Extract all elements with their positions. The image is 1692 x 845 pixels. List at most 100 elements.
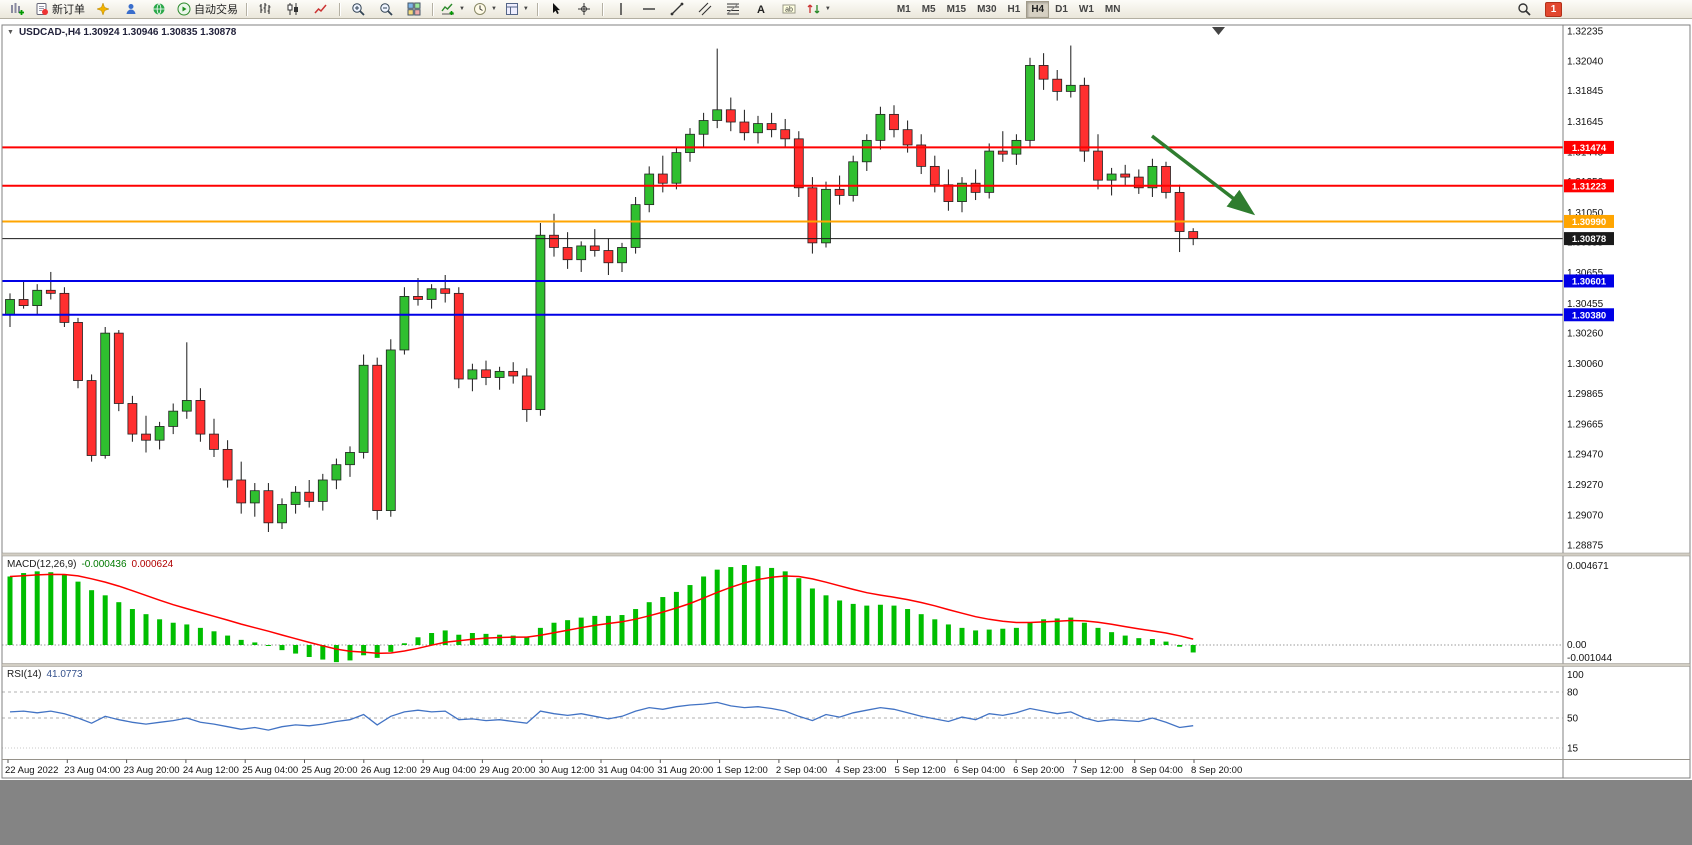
mql-wizard-button[interactable] — [90, 0, 116, 19]
candle-body — [916, 144, 927, 167]
hline-icon — [642, 8, 655, 10]
text-label-button[interactable]: ab — [776, 0, 802, 19]
timeframe-button-d1[interactable]: D1 — [1055, 3, 1068, 15]
timeframe-button-m1[interactable]: M1 — [896, 3, 911, 15]
zoom-out-button[interactable] — [373, 0, 399, 19]
macd-bar — [293, 645, 299, 654]
vertical-line-button[interactable] — [608, 0, 634, 19]
rsi-axis-label: 80 — [1567, 688, 1579, 699]
rsi-axis-label: 50 — [1567, 714, 1579, 725]
timeframe-button-h4[interactable]: H4 — [1026, 0, 1050, 18]
trendline-button[interactable] — [664, 0, 690, 19]
macd-bar — [225, 635, 231, 645]
rsi-value: 41.0773 — [46, 669, 83, 680]
candle-body — [780, 129, 791, 140]
notification-badge[interactable]: 1 — [1545, 1, 1562, 17]
macd-bar — [1013, 627, 1019, 645]
price-axis-label: 1.28875 — [1567, 541, 1604, 552]
indicators-button[interactable]: ▼ — [438, 0, 468, 19]
macd-bar — [945, 624, 951, 645]
chart-canvas[interactable]: 0.004671 0.00 -0.001044 100 80 50 15 1.32235 1.3… — [0, 19, 1692, 845]
market-button[interactable] — [118, 0, 144, 19]
rsi-panel-area[interactable] — [2, 667, 1563, 760]
macd-bar — [1000, 628, 1006, 645]
trend-arrow-object[interactable] — [1150, 134, 1256, 216]
tile-windows-button[interactable] — [401, 0, 427, 19]
autotrading-button[interactable]: 自动交易 — [174, 0, 241, 19]
candle-body — [549, 234, 559, 248]
search-button[interactable] — [1511, 0, 1537, 19]
timeframe-button-w1[interactable]: W1 — [1078, 3, 1094, 15]
new-order-button-label: 新订单 — [52, 4, 85, 16]
time-axis-label: 25 Aug 20:00 — [302, 765, 358, 776]
trend-icon — [670, 2, 684, 16]
candle-body — [154, 426, 165, 441]
panel-splitter[interactable] — [1, 663, 1691, 667]
timeframe-button-m30[interactable]: M30 — [977, 3, 997, 15]
timeframe-button-h1[interactable]: H1 — [1007, 3, 1021, 15]
panel-splitter[interactable] — [1, 552, 1691, 557]
timeframe-button-mn[interactable]: MN — [1104, 3, 1121, 15]
macd-bar — [877, 604, 883, 645]
chart-shift-marker[interactable] — [1212, 27, 1225, 35]
line-chart-button[interactable] — [308, 0, 334, 19]
candle-body — [1038, 65, 1049, 80]
price-tag — [1564, 308, 1614, 322]
macd-bar — [129, 609, 135, 645]
price-tag — [1564, 140, 1614, 154]
time-axis-label: 31 Aug 04:00 — [598, 765, 654, 776]
text-button[interactable]: A — [748, 0, 774, 19]
candle-body — [562, 247, 573, 261]
price-axis-label: 1.30455 — [1567, 299, 1604, 310]
price-axis-scale-area[interactable] — [1564, 25, 1691, 778]
main-chart-plot-area[interactable] — [2, 25, 1563, 553]
collapse-chart-icon[interactable]: ▼ — [7, 29, 14, 36]
candle-body — [32, 289, 43, 306]
macd-bar — [1095, 627, 1101, 645]
periods-button[interactable]: ▼ — [470, 0, 500, 19]
crosshair-button[interactable] — [571, 0, 597, 19]
candle-body — [304, 491, 315, 502]
timeframe-button-m5[interactable]: M5 — [921, 3, 936, 15]
templates-button[interactable]: ▼ — [502, 0, 532, 19]
candle-body — [821, 188, 831, 244]
vline-icon — [620, 3, 622, 15]
candle-body — [209, 433, 219, 450]
community-button[interactable] — [146, 0, 172, 19]
price-tag-label: 1.30878 — [1572, 234, 1606, 245]
new-chart-button[interactable] — [4, 0, 30, 19]
candle-body — [440, 288, 451, 294]
svg-text:A: A — [757, 4, 765, 16]
time-axis-scale-area[interactable] — [2, 761, 1563, 779]
candle-body — [181, 400, 192, 412]
price-axis-label: 1.30655 — [1567, 268, 1604, 279]
zoomin-icon — [352, 3, 365, 16]
macd-bar — [673, 591, 679, 645]
svg-text:ab: ab — [785, 7, 793, 14]
fibonacci-button[interactable] — [720, 0, 746, 19]
equidistant-channel-button[interactable] — [692, 0, 718, 19]
horizontal-line-button[interactable] — [636, 0, 662, 19]
price-axis-label: 1.30260 — [1567, 329, 1604, 340]
toolbar-right-group: 1 — [1511, 0, 1562, 19]
macd-bar — [184, 624, 190, 645]
candlestick-chart-button[interactable] — [280, 0, 306, 19]
macd-bar — [551, 622, 557, 645]
macd-axis-label: -0.001044 — [1567, 653, 1612, 664]
candle-body — [277, 504, 287, 524]
zoom-in-button[interactable] — [345, 0, 371, 19]
macd-bar — [238, 639, 244, 645]
candle-body — [263, 490, 274, 524]
arrows-button[interactable]: ▼ — [804, 0, 834, 19]
candle-body — [100, 332, 111, 456]
cursor-button[interactable] — [543, 0, 569, 19]
tile-icon — [407, 2, 421, 16]
bar-chart-button[interactable] — [252, 0, 278, 19]
new-order-button[interactable]: 新订单 — [32, 0, 88, 19]
macd-bar — [388, 645, 394, 652]
macd-panel-area[interactable] — [2, 556, 1563, 664]
timeframe-button-m15[interactable]: M15 — [946, 3, 967, 15]
macd-bar — [837, 600, 843, 645]
candle-body — [453, 292, 464, 380]
macd-main-value: -0.000436 — [81, 559, 127, 570]
